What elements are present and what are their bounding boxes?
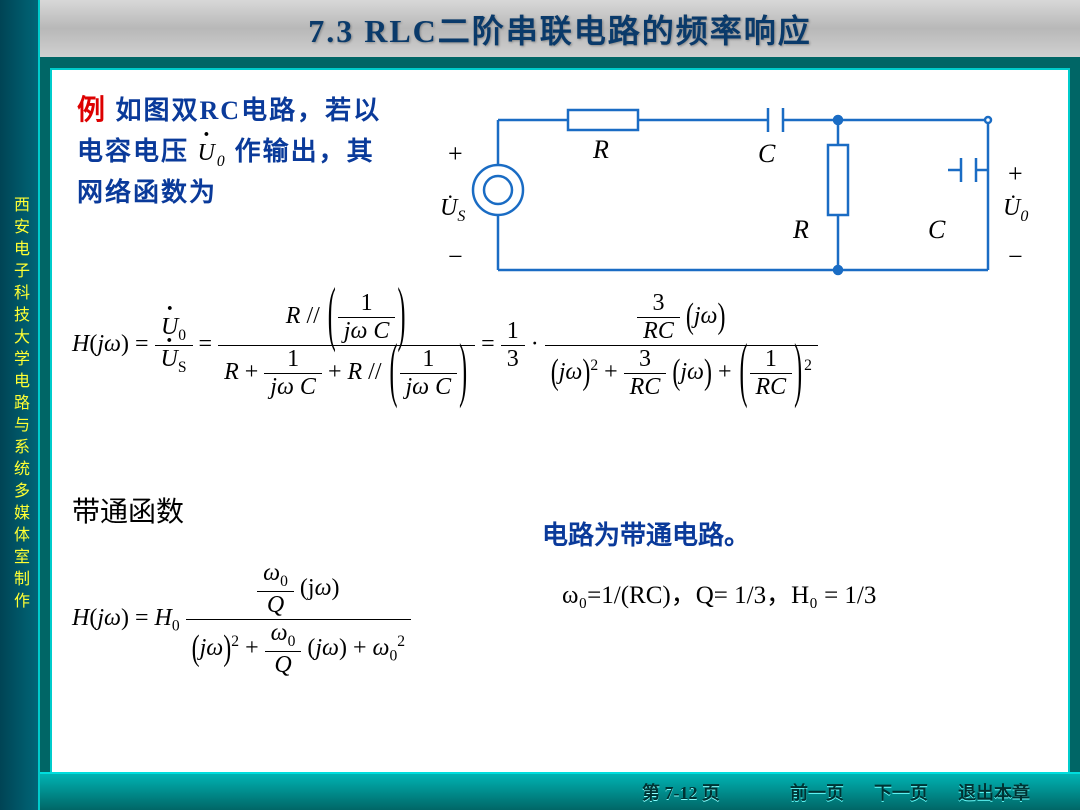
conclusion-text: 电路为带通电路。 [542,515,750,552]
problem-line2-pre: 电容电压 [77,137,189,166]
problem-line1: 如图双RC电路，若以 [116,96,382,125]
circuit-minus-right: − [1008,242,1023,271]
title-bar: 7.3 RLC二阶串联电路的频率响应 [40,0,1080,60]
frac-main: R // (1jω C) R + 1jω C + R // (1jω C) [218,290,475,401]
sidebar-text: 西安电子科技大学电路与系统多媒体室制作 [7,196,31,614]
frac-u0-us: U0 US [155,314,193,377]
frac-bandpass: 3RC (jω) (jω)2 + 3RC (jω) + (1RC)2 [545,290,818,401]
problem-u0-var: U0 [198,140,235,166]
equation-transfer-function: H(jω) = U0 US = R // (1jω C) R + 1jω C +… [72,290,818,401]
sidebar-band: 西安电子科技大学电路与系统多媒体室制作 [0,0,40,810]
circuit-R2-label: R [792,215,809,244]
frac-standard: ω0Q (jω) (jω)2 + ω0Q (jω) + ω02 [186,560,411,679]
content-area: 例 如图双RC电路，若以 电容电压 U0 作输出，其 网络函数为 [52,70,1068,786]
circuit-C1-label: C [758,139,776,168]
circuit-plus-left: + [448,139,463,168]
circuit-minus-left: − [448,242,463,271]
nav-bar: 第 7-12 页 前一页 下一页 退出本章 [40,772,1080,810]
circuit-R1-label: R [592,135,609,164]
prev-button[interactable]: 前一页 [790,779,844,805]
circuit-C2-label: C [928,215,946,244]
page-title: 7.3 RLC二阶串联电路的频率响应 [308,6,812,52]
circuit-us-label: U̇S [440,195,465,225]
circuit-u0-label: U̇0 [1003,195,1028,225]
bandpass-label: 带通函数 [72,490,184,530]
problem-line3: 网络函数为 [77,178,217,207]
example-label: 例 [77,95,107,126]
equation-standard-form: H(jω) = H0 ω0Q (jω) (jω)2 + ω0Q (jω) + ω… [72,560,411,679]
exit-button[interactable]: 退出本章 [958,779,1030,805]
problem-line2-post: 作输出，其 [235,137,375,166]
circuit-diagram: R C R C + − + − U̇S U̇0 [438,90,1038,290]
problem-text: 例 如图双RC电路，若以 电容电压 U0 作输出，其 网络函数为 [77,90,437,212]
next-button[interactable]: 下一页 [874,779,928,805]
main-panel: 例 如图双RC电路，若以 电容电压 U0 作输出，其 网络函数为 [50,68,1070,788]
frac-one-third: 13 [501,318,525,373]
parameters-text: ω₀=1/(RC)，Q= 1/3，H₀ = 1/3 [562,575,876,611]
circuit-plus-right: + [1008,159,1023,188]
page-indicator: 第 7-12 页 [642,779,720,805]
